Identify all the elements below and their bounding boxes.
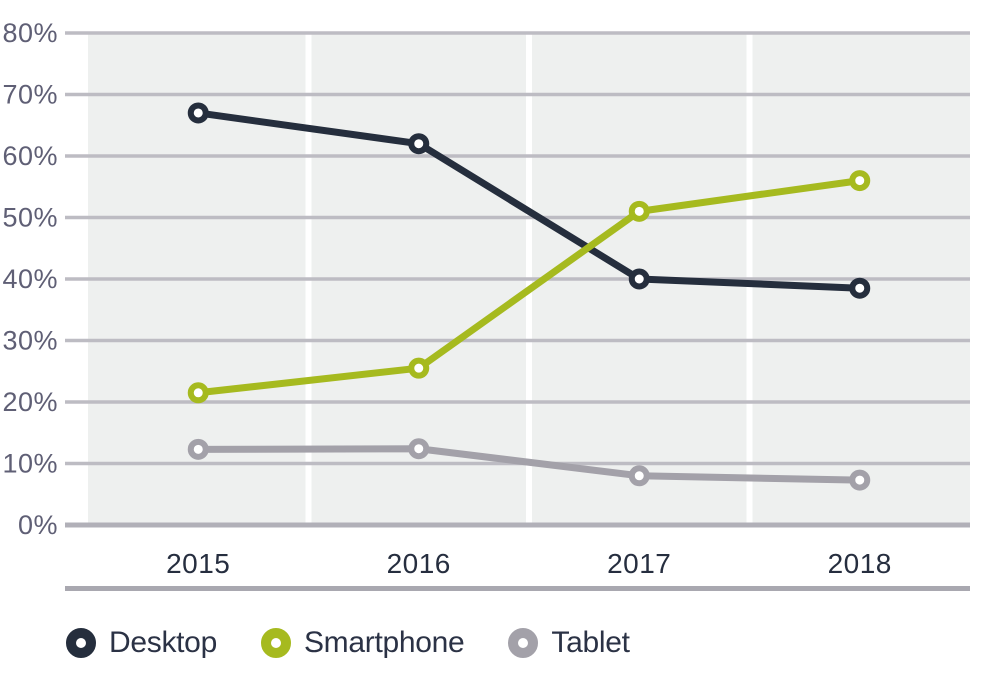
- data-point-smartphone-2015: [187, 382, 209, 404]
- desktop-series-marker-icon: [66, 628, 96, 658]
- legend-label-desktop: Desktop: [109, 626, 217, 659]
- smartphone-series-marker-icon: [260, 628, 291, 658]
- series-line-desktop: [194, 109, 864, 292]
- data-point-desktop-2016: [408, 133, 430, 155]
- data-point-tablet-2017: [628, 465, 650, 487]
- x-axis-label: 2016: [387, 548, 451, 579]
- data-point-smartphone-2018: [849, 170, 871, 192]
- y-axis-label: 60%: [2, 141, 58, 171]
- legend-item-tablet: Tablet: [508, 626, 630, 660]
- x-axis-label: 2015: [166, 548, 230, 579]
- y-axis-label: 30%: [2, 326, 58, 356]
- chart-legend: Desktop Smartphone Tablet: [66, 624, 630, 662]
- data-point-tablet-2015: [187, 438, 209, 460]
- line-chart: 80% 70% 60% 50% 40% 30% 20% 10% 0% 2015 2016 2017 20…: [2, 18, 970, 591]
- data-point-tablet-2016: [408, 438, 430, 460]
- legend-item-smartphone: Smartphone: [260, 626, 465, 660]
- y-axis-label: 40%: [2, 264, 58, 294]
- x-axis-label: 2017: [607, 548, 671, 579]
- data-point-desktop-2015: [187, 102, 209, 124]
- legend-label-smartphone: Smartphone: [303, 626, 465, 659]
- y-axis-label: 80%: [2, 18, 58, 48]
- axis-separator: [65, 586, 970, 591]
- data-point-desktop-2018: [849, 277, 871, 299]
- y-axis-label: 10%: [2, 449, 58, 479]
- y-axis-label: 20%: [2, 387, 58, 417]
- data-point-smartphone-2017: [628, 200, 650, 222]
- data-point-tablet-2018: [849, 469, 871, 491]
- y-axis-label: 70%: [2, 80, 58, 110]
- legend-item-desktop: Desktop: [66, 626, 217, 660]
- series-line-tablet: [194, 445, 864, 484]
- tablet-series-marker-icon: [508, 628, 539, 658]
- y-axis-label: 50%: [2, 203, 58, 233]
- series-line-smartphone: [194, 177, 864, 397]
- data-point-desktop-2017: [628, 268, 650, 290]
- x-axis-label: 2018: [828, 548, 892, 579]
- legend-label-tablet: Tablet: [551, 626, 630, 659]
- data-point-smartphone-2016: [408, 357, 430, 379]
- y-axis-label: 0%: [18, 510, 58, 540]
